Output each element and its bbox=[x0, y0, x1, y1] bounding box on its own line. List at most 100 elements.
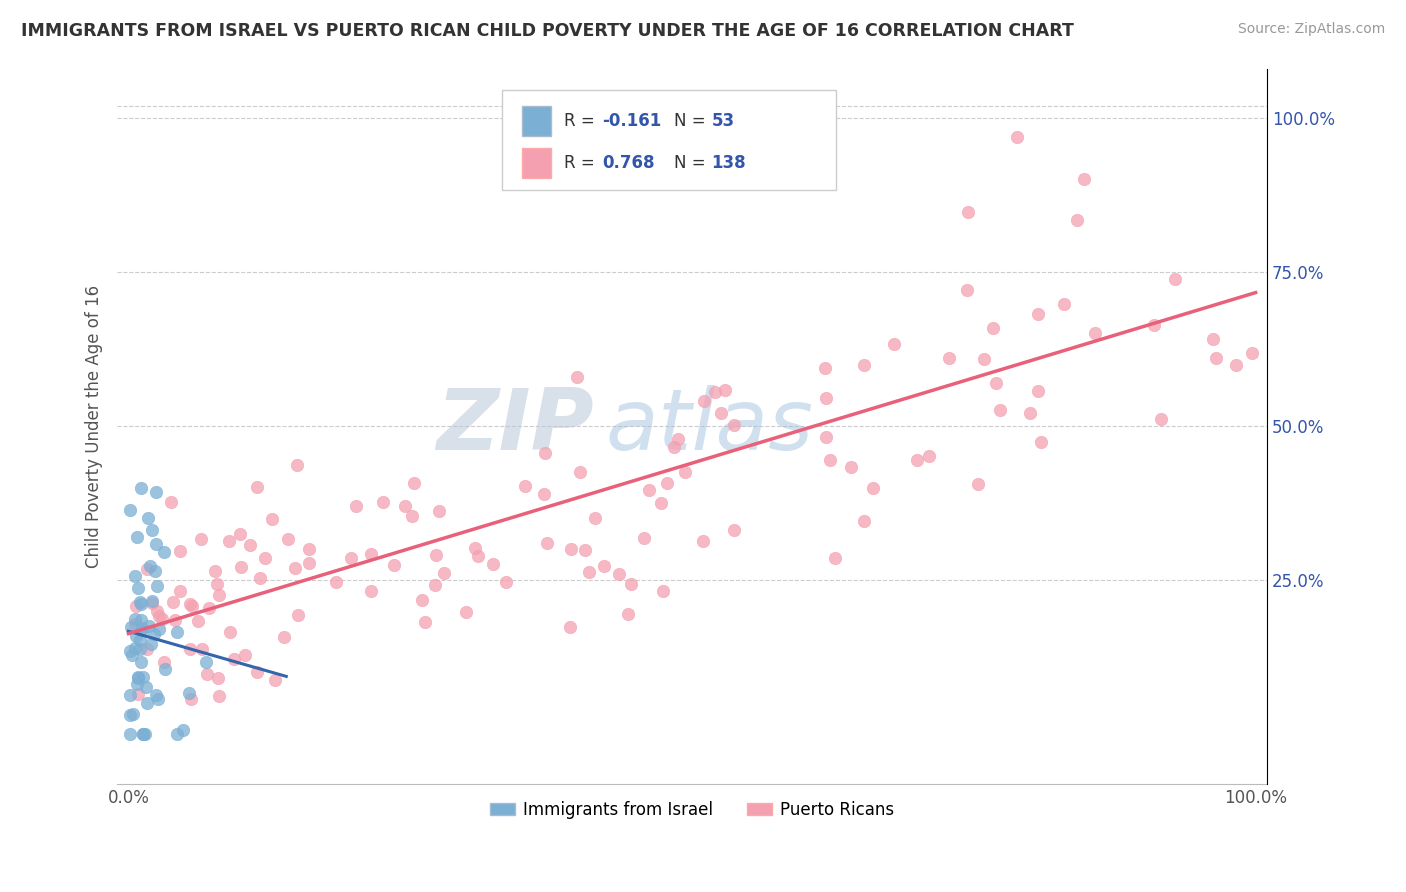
Text: -0.161: -0.161 bbox=[602, 112, 662, 130]
Point bbox=[482, 557, 505, 571]
Point bbox=[839, 460, 862, 475]
Point bbox=[179, 641, 201, 656]
Point bbox=[191, 642, 214, 657]
Point bbox=[131, 727, 153, 741]
Point bbox=[1150, 412, 1173, 426]
Point bbox=[815, 391, 838, 405]
Point bbox=[938, 351, 960, 365]
Point bbox=[143, 564, 166, 578]
Point bbox=[145, 537, 167, 551]
Point bbox=[124, 569, 146, 583]
Point bbox=[285, 458, 308, 472]
Point bbox=[260, 512, 283, 526]
Point bbox=[118, 707, 141, 722]
Point bbox=[118, 688, 141, 702]
Point bbox=[127, 670, 149, 684]
Text: ZIP: ZIP bbox=[437, 384, 595, 467]
Point bbox=[298, 542, 321, 557]
Point bbox=[464, 541, 486, 555]
Point bbox=[120, 620, 142, 634]
Point bbox=[190, 532, 212, 546]
Y-axis label: Child Poverty Under the Age of 16: Child Poverty Under the Age of 16 bbox=[86, 285, 103, 567]
Point bbox=[609, 566, 631, 581]
Text: 53: 53 bbox=[711, 112, 735, 130]
Point bbox=[650, 496, 672, 510]
Point bbox=[655, 475, 678, 490]
Point bbox=[693, 394, 716, 409]
Point bbox=[222, 652, 245, 666]
Point bbox=[710, 406, 733, 420]
Point bbox=[344, 499, 367, 513]
Point bbox=[360, 547, 382, 561]
Point bbox=[233, 648, 256, 662]
Point bbox=[592, 559, 614, 574]
Point bbox=[229, 559, 252, 574]
Point bbox=[956, 205, 979, 219]
Point bbox=[172, 723, 194, 738]
Point bbox=[131, 623, 153, 637]
Point bbox=[124, 641, 146, 656]
Point bbox=[125, 629, 148, 643]
Point bbox=[1164, 272, 1187, 286]
Point bbox=[536, 536, 558, 550]
Point bbox=[284, 561, 307, 575]
Point bbox=[263, 673, 285, 688]
Point bbox=[163, 613, 186, 627]
Point bbox=[143, 626, 166, 640]
Point bbox=[723, 417, 745, 432]
Point bbox=[666, 432, 689, 446]
Point bbox=[145, 485, 167, 500]
Point bbox=[862, 481, 884, 495]
Point bbox=[402, 475, 425, 490]
Point bbox=[129, 655, 152, 669]
Point bbox=[981, 320, 1004, 334]
Text: Source: ZipAtlas.com: Source: ZipAtlas.com bbox=[1237, 22, 1385, 37]
Point bbox=[852, 358, 875, 372]
Point bbox=[429, 504, 451, 518]
Point bbox=[984, 376, 1007, 391]
Bar bbox=[522, 106, 551, 136]
Point bbox=[141, 523, 163, 537]
Point bbox=[121, 648, 143, 662]
Point bbox=[249, 571, 271, 585]
Point bbox=[131, 621, 153, 635]
Point bbox=[1026, 308, 1049, 322]
Point bbox=[273, 630, 295, 644]
Point bbox=[411, 592, 433, 607]
Point bbox=[662, 440, 685, 454]
Point bbox=[723, 523, 745, 537]
Point bbox=[128, 633, 150, 648]
Point bbox=[815, 430, 838, 444]
Text: 0.768: 0.768 bbox=[602, 154, 655, 172]
Point bbox=[1205, 351, 1227, 365]
Point bbox=[1143, 318, 1166, 332]
Point bbox=[967, 476, 990, 491]
Point bbox=[139, 636, 162, 650]
Point bbox=[413, 615, 436, 630]
Point bbox=[495, 575, 517, 590]
Point bbox=[162, 595, 184, 609]
Point bbox=[127, 581, 149, 595]
Point bbox=[1031, 434, 1053, 449]
Point bbox=[298, 556, 321, 570]
Point bbox=[129, 598, 152, 612]
Text: 138: 138 bbox=[711, 154, 747, 172]
Point bbox=[124, 611, 146, 625]
Point bbox=[127, 677, 149, 691]
Point bbox=[218, 533, 240, 548]
Point bbox=[768, 139, 790, 153]
Point bbox=[125, 599, 148, 613]
Point bbox=[169, 584, 191, 599]
Point bbox=[883, 337, 905, 351]
Text: atlas: atlas bbox=[606, 384, 814, 467]
Point bbox=[136, 696, 159, 710]
Point bbox=[132, 727, 155, 741]
Point bbox=[534, 446, 557, 460]
Point bbox=[1018, 406, 1040, 420]
Point bbox=[956, 283, 979, 297]
Point bbox=[853, 514, 876, 528]
Point bbox=[141, 596, 163, 610]
Point bbox=[125, 530, 148, 544]
Point bbox=[246, 665, 269, 679]
Point bbox=[1201, 332, 1223, 346]
